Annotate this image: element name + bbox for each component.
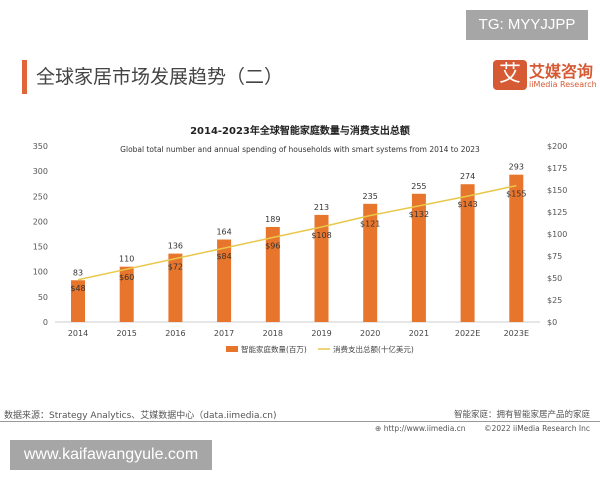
x-tick: 2023E	[504, 329, 529, 338]
x-tick: 2015	[117, 329, 137, 338]
data-source: 数据来源：Strategy Analytics、艾媒数据中心（data.iime…	[4, 411, 277, 421]
x-tick: 2014	[68, 329, 88, 338]
bar-label: 255	[411, 182, 426, 191]
y-left-tick: 100	[33, 268, 48, 277]
bar	[314, 214, 329, 322]
line-label: $108	[311, 231, 331, 240]
copyright: ©2022 iiMedia Research Inc	[484, 424, 590, 433]
y-left-tick: 250	[33, 192, 48, 201]
bar	[168, 253, 183, 322]
y-right-tick: $100	[547, 230, 567, 239]
x-tick: 2021	[409, 329, 429, 338]
bar	[411, 193, 426, 322]
bar-label: 274	[460, 172, 475, 181]
line-label: $72	[168, 263, 183, 272]
line-label: $155	[506, 190, 526, 199]
page-title: 全球家居市场发展趋势（二）	[36, 66, 284, 88]
y-right-tick: $125	[547, 208, 567, 217]
y-right-tick: $25	[547, 296, 562, 305]
x-tick: 2020	[360, 329, 380, 338]
bar	[265, 226, 280, 322]
globe-icon: ⊕	[375, 424, 382, 433]
bar	[509, 174, 524, 322]
divider	[0, 421, 600, 422]
website-link[interactable]: ⊕ http://www.iimedia.cn	[375, 424, 466, 433]
y-left-tick: 350	[33, 142, 48, 151]
legend-bar-swatch	[226, 346, 238, 352]
line-series	[77, 184, 517, 281]
bar-label: 136	[168, 242, 183, 251]
y-right-tick: $50	[547, 274, 562, 283]
line-label: $84	[216, 252, 231, 261]
chart-subtitle: Global total number and annual spending …	[120, 145, 480, 154]
title-accent-bar	[22, 60, 27, 94]
line-label: $48	[70, 284, 85, 293]
legend-line-label: 消费支出总额(十亿美元)	[333, 344, 414, 354]
x-tick: 2016	[165, 329, 185, 338]
logo-mark: 艾	[493, 60, 527, 90]
y-left-tick: 50	[38, 293, 48, 302]
y-right-tick: $150	[547, 186, 567, 195]
chart: 2014-2023年全球智能家庭数量与消费支出总额 Global total nu…	[33, 124, 568, 354]
bar-label: 164	[216, 228, 231, 237]
bar-label: 293	[509, 163, 524, 172]
y-left-tick: 0	[43, 318, 48, 327]
logo-text-cn: 艾媒咨询	[529, 62, 594, 81]
bar	[217, 239, 232, 322]
bar	[71, 280, 85, 322]
x-tick: 2019	[311, 329, 331, 338]
y-right-tick: $175	[547, 164, 567, 173]
line-label: $132	[409, 210, 429, 219]
bar-label: 213	[314, 203, 329, 212]
x-tick: 2022E	[455, 329, 480, 338]
bar-label: 189	[265, 215, 280, 224]
line-label: $143	[457, 200, 477, 209]
legend-bar-label: 智能家庭数量(百万)	[241, 344, 307, 354]
bar-label: 235	[363, 192, 378, 201]
y-right-tick: $0	[547, 318, 557, 327]
bar-label: 110	[119, 255, 134, 264]
y-left-tick: 200	[33, 217, 48, 226]
chart-title: 2014-2023年全球智能家庭数量与消费支出总额	[190, 124, 410, 137]
y-left-tick: 150	[33, 243, 48, 252]
bar	[119, 266, 134, 322]
bar	[460, 184, 475, 322]
bar-label: 83	[73, 268, 83, 277]
watermark-bottom: www.kaifawangyule.com	[10, 440, 212, 470]
line-label: $96	[265, 242, 280, 251]
y-right-tick: $75	[547, 252, 562, 261]
line-label: $121	[360, 220, 380, 229]
y-left-tick: 300	[33, 167, 48, 176]
url-text: http://www.iimedia.cn	[383, 424, 466, 433]
logo-text-en: iiMedia Research	[529, 80, 597, 89]
watermark-top: TG: MYYJJPP	[466, 10, 588, 40]
line-label: $60	[119, 273, 134, 282]
bar	[363, 203, 378, 322]
definition-note: 智能家庭：拥有智能家居产品的家庭	[453, 410, 590, 420]
x-tick: 2018	[263, 329, 283, 338]
x-tick: 2017	[214, 329, 234, 338]
y-right-tick: $200	[547, 142, 567, 151]
